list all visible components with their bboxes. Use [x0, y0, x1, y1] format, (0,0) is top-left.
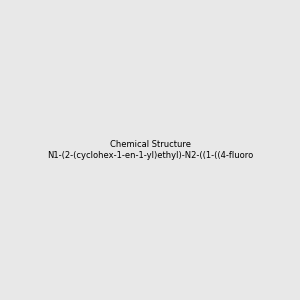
Text: Chemical Structure
N1-(2-(cyclohex-1-en-1-yl)ethyl)-N2-((1-((4-fluoro: Chemical Structure N1-(2-(cyclohex-1-en-… [47, 140, 253, 160]
